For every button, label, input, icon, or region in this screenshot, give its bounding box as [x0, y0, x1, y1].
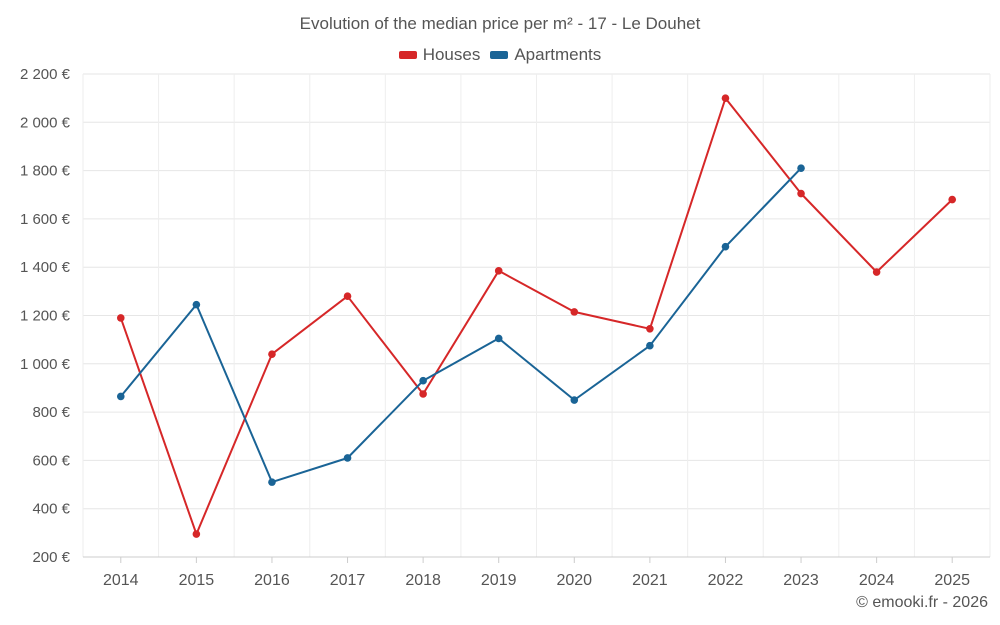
data-point-houses [419, 390, 427, 398]
x-tick-label: 2020 [556, 572, 592, 589]
data-point-houses [646, 324, 654, 333]
legend-label-houses: Houses [422, 45, 481, 64]
data-point-apartments [268, 478, 276, 486]
data-point-apartments [343, 454, 352, 462]
data-point-apartments [494, 334, 503, 343]
legend-label-apartments: Apartments [514, 45, 602, 64]
y-tick-label: 2 200 € [20, 66, 71, 83]
y-tick-label: 1 800 € [20, 163, 71, 180]
y-tick-label: 1 000 € [20, 356, 71, 373]
y-tick-label: 800 € [32, 404, 70, 421]
grid [82, 73, 991, 558]
y-tick-label: 1 600 € [20, 211, 71, 228]
data-point-houses [268, 350, 276, 358]
x-tick-label: 2024 [859, 572, 895, 589]
series-line-houses [119, 97, 953, 536]
y-tick-label: 2 000 € [20, 114, 71, 131]
data-point-houses [872, 268, 881, 276]
x-tick-label: 2015 [179, 572, 215, 589]
legend-swatch-houses [398, 51, 417, 59]
legend: Houses Apartments [0, 45, 1000, 65]
x-tick-label: 2018 [405, 572, 441, 589]
chart-title: Evolution of the median price per m² - 1… [299, 14, 701, 33]
data-point-apartments [721, 242, 730, 251]
data-point-houses [570, 308, 579, 316]
series-line-apartments [120, 167, 802, 484]
data-point-apartments [419, 376, 427, 385]
data-point-houses [948, 195, 957, 204]
data-point-houses [494, 267, 503, 275]
x-tick-label: 2017 [330, 572, 366, 589]
axes: 200 € 400 € 600 € 800 € 1 000 € 1 200 € 1 400 … [20, 66, 990, 589]
data-point-houses [343, 292, 352, 300]
legend-swatch-apartments [490, 51, 509, 59]
data-point-apartments [797, 164, 805, 172]
x-tick-label: 2014 [103, 572, 139, 589]
x-tick-label: 2016 [254, 572, 290, 589]
series [116, 94, 957, 538]
data-point-apartments [116, 392, 125, 401]
x-tick-label: 2019 [481, 572, 517, 589]
legend-item-apartments[interactable]: Apartments [490, 45, 601, 65]
data-point-houses [721, 94, 730, 102]
data-point-apartments [192, 300, 201, 309]
legend-item-houses[interactable]: Houses [398, 45, 481, 65]
data-point-houses [116, 314, 125, 322]
y-tick-label: 1 200 € [20, 308, 71, 325]
y-tick-label: 1 400 € [20, 259, 71, 276]
x-tick-label: 2022 [708, 572, 744, 589]
y-tick-label: 200 € [32, 549, 70, 566]
y-tick-label: 400 € [32, 501, 70, 518]
data-point-houses [192, 530, 201, 538]
data-point-houses [797, 189, 805, 198]
y-tick-label: 600 € [32, 452, 70, 469]
x-tick-label: 2025 [934, 572, 970, 589]
data-point-apartments [646, 341, 654, 350]
data-point-apartments [570, 396, 579, 404]
x-tick-label: 2023 [783, 572, 819, 589]
credit-text: © emooki.fr - 2026 [856, 594, 988, 611]
x-tick-label: 2021 [632, 572, 668, 589]
